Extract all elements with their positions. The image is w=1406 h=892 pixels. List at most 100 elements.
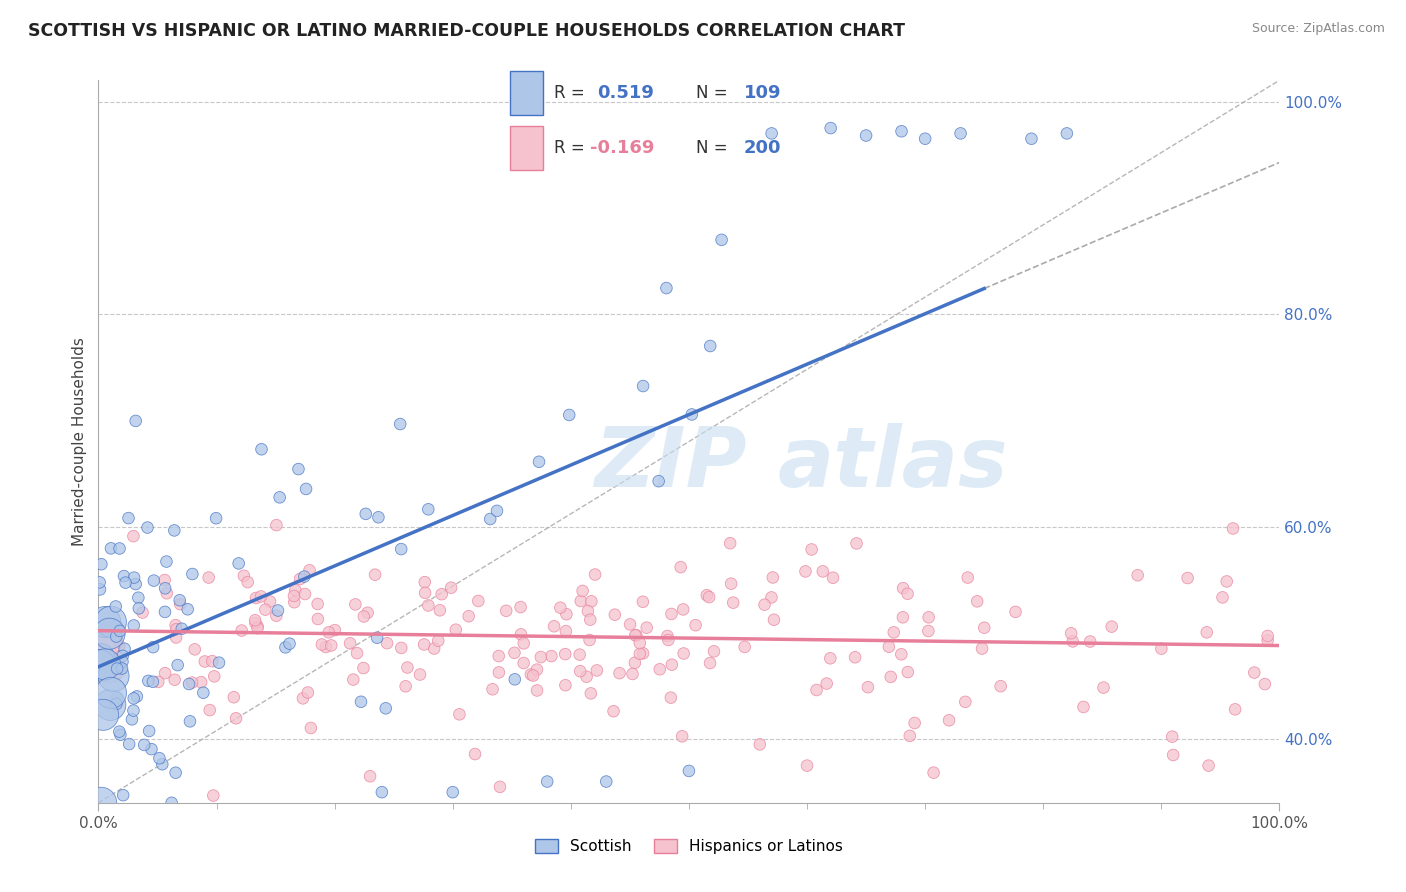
Point bbox=[122, 618, 145, 632]
Point bbox=[291, 691, 314, 706]
Text: N =: N = bbox=[696, 84, 733, 102]
Point bbox=[922, 765, 945, 780]
Point bbox=[1257, 633, 1279, 648]
Point bbox=[449, 707, 471, 722]
Point bbox=[89, 652, 111, 666]
Point bbox=[91, 707, 114, 722]
Point bbox=[202, 669, 225, 683]
Point bbox=[193, 686, 215, 700]
Point bbox=[890, 124, 912, 138]
Point bbox=[761, 591, 783, 605]
Point bbox=[148, 751, 170, 765]
Point bbox=[100, 615, 122, 629]
Point bbox=[672, 647, 695, 661]
Point bbox=[1092, 681, 1115, 695]
Point bbox=[177, 677, 200, 691]
Point bbox=[228, 557, 250, 571]
Point bbox=[138, 724, 160, 739]
Point bbox=[526, 683, 548, 698]
Point bbox=[762, 613, 785, 627]
Point bbox=[283, 595, 305, 609]
Point bbox=[1254, 677, 1277, 691]
Point bbox=[669, 560, 692, 574]
Point bbox=[659, 690, 682, 705]
Point bbox=[366, 631, 388, 645]
Point bbox=[1177, 571, 1199, 585]
Point bbox=[1073, 700, 1095, 714]
Point bbox=[389, 640, 412, 655]
Point bbox=[359, 769, 381, 783]
Point bbox=[820, 121, 842, 136]
Text: 200: 200 bbox=[744, 139, 782, 157]
Point bbox=[353, 609, 375, 624]
Point bbox=[1060, 626, 1083, 640]
Point bbox=[527, 455, 550, 469]
Point bbox=[278, 637, 301, 651]
Point bbox=[429, 603, 451, 617]
Point bbox=[855, 128, 877, 143]
Point bbox=[444, 623, 467, 637]
Point bbox=[540, 649, 562, 664]
Point bbox=[153, 666, 176, 681]
Point bbox=[657, 632, 679, 647]
Point bbox=[624, 656, 647, 670]
Point bbox=[718, 536, 741, 550]
Point bbox=[820, 651, 842, 665]
Point bbox=[222, 690, 245, 705]
Point bbox=[418, 502, 440, 516]
Point bbox=[163, 673, 186, 687]
Point bbox=[190, 675, 212, 690]
Point bbox=[98, 626, 121, 640]
Point bbox=[299, 721, 322, 735]
Text: 0.519: 0.519 bbox=[598, 84, 654, 102]
Point bbox=[811, 565, 834, 579]
Point bbox=[121, 712, 143, 726]
Point bbox=[194, 655, 217, 669]
Point bbox=[413, 586, 436, 600]
Point bbox=[339, 636, 361, 650]
Point bbox=[259, 594, 281, 608]
Point bbox=[696, 588, 718, 602]
Point bbox=[721, 596, 744, 610]
Point bbox=[503, 646, 526, 660]
Point bbox=[844, 650, 866, 665]
Point bbox=[179, 714, 201, 729]
Text: R =: R = bbox=[554, 84, 589, 102]
Point bbox=[495, 604, 517, 618]
Point bbox=[661, 607, 683, 621]
Point bbox=[118, 737, 141, 751]
Point bbox=[602, 704, 624, 718]
Point bbox=[427, 633, 450, 648]
Point bbox=[307, 612, 329, 626]
Point bbox=[170, 622, 193, 636]
Point bbox=[395, 679, 418, 693]
Point bbox=[571, 583, 593, 598]
Point bbox=[125, 414, 148, 428]
Point bbox=[441, 785, 464, 799]
FancyBboxPatch shape bbox=[510, 126, 543, 169]
Point bbox=[122, 691, 145, 706]
Point bbox=[294, 587, 316, 601]
Point bbox=[321, 639, 343, 653]
Point bbox=[125, 690, 148, 704]
Point bbox=[457, 609, 479, 624]
Point bbox=[554, 678, 576, 692]
FancyBboxPatch shape bbox=[510, 71, 543, 114]
Point bbox=[845, 536, 868, 550]
Point bbox=[1150, 641, 1173, 656]
Point bbox=[163, 524, 186, 538]
Point bbox=[364, 567, 387, 582]
Point bbox=[488, 648, 510, 663]
Point bbox=[122, 529, 145, 543]
Point bbox=[897, 665, 920, 679]
Point bbox=[575, 670, 598, 684]
Point bbox=[856, 680, 879, 694]
Point bbox=[198, 703, 221, 717]
Point bbox=[94, 657, 117, 672]
Point bbox=[323, 623, 346, 637]
Point bbox=[973, 621, 995, 635]
Y-axis label: Married-couple Households: Married-couple Households bbox=[72, 337, 87, 546]
Point bbox=[949, 127, 972, 141]
Point bbox=[350, 695, 373, 709]
Point bbox=[266, 518, 288, 533]
